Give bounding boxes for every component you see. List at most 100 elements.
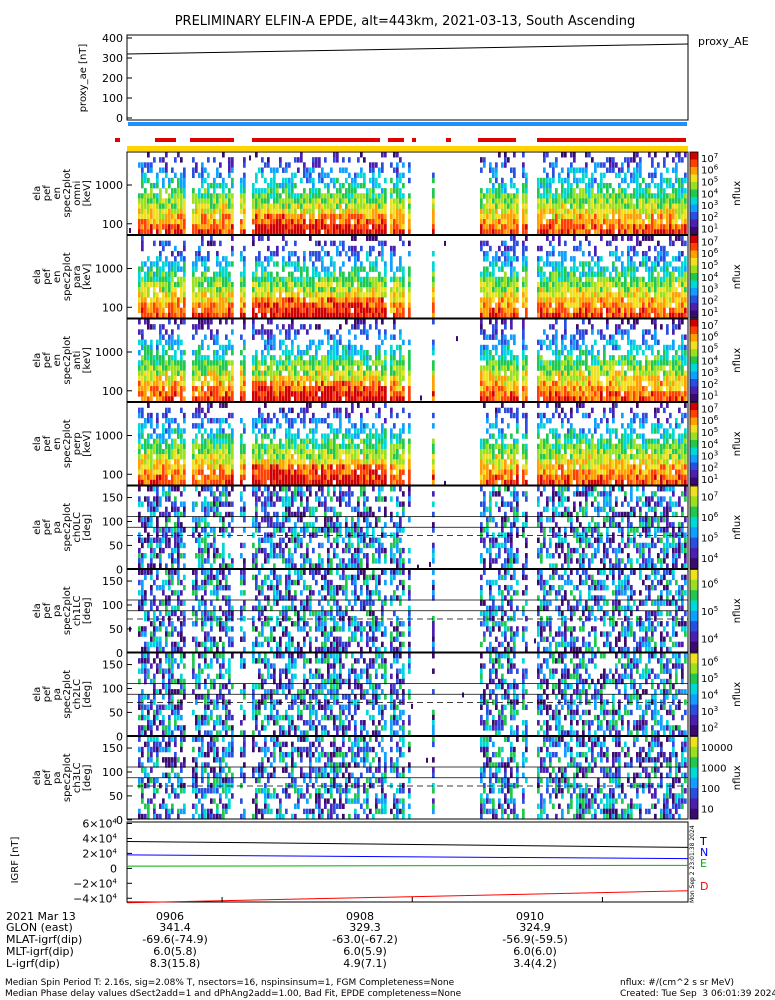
igrf-ytick: −2×104: [73, 877, 117, 890]
spectrogram-panel: 150 100 50 0 ela pef pa spec2plot ch0LC [deg] 107 1…: [32, 485, 743, 576]
igrf-legend-item: T: [699, 835, 707, 848]
panel-ylabel-word: pef: [42, 519, 53, 536]
panel-ylabel-word: [deg]: [82, 764, 93, 791]
igrf-ytick: 2×104: [82, 847, 117, 860]
panel-ytick: 100: [102, 468, 123, 481]
cbar-tick: 104: [701, 632, 719, 645]
panel-ylabel-word: [deg]: [82, 597, 93, 624]
footer-line-1: Median Spin Period T: 2.16s, sig=2.08% T…: [5, 978, 455, 988]
igrf-series-line: [126, 854, 689, 860]
igrf-ytick: 6×104: [82, 817, 117, 830]
panel-ylabel-word: ela: [32, 436, 43, 451]
proxy-ae-panel: 400 300 200 100 0 proxy_AE proxy_ae [nT]: [78, 32, 749, 125]
x-row-value: 329.3: [349, 921, 381, 934]
cbar-tick: 10: [701, 805, 714, 816]
proxy-ae-ytick: 300: [102, 52, 123, 65]
cbar-tick: 106: [701, 655, 719, 668]
panel-ylabel-word: ch1LC: [72, 595, 83, 626]
cbar-tick: 103: [701, 705, 718, 718]
panel-ylabel-word: spec2plot: [62, 670, 73, 719]
panel-ylabel-word: pef: [42, 686, 53, 703]
cbar-label: nflux: [732, 348, 743, 373]
x-row-value: 6.0(5.9): [343, 945, 387, 958]
cbar-tick: 106: [701, 577, 719, 590]
cbar-tick: 106: [701, 511, 719, 524]
x-row-value: 0910: [516, 910, 544, 923]
igrf-side-stamp: Mon Sep 2 23:01:38 2024: [689, 825, 696, 903]
panel-ylabel-word: [deg]: [82, 514, 93, 541]
panel-ylabel-word: en: [52, 271, 63, 284]
panel-ytick: 0: [116, 730, 123, 743]
panel-ylabel-word: pef: [42, 352, 53, 369]
cbar-tick: 101: [701, 223, 718, 236]
igrf-legend-item: E: [700, 857, 707, 870]
cbar-label: nflux: [732, 515, 743, 540]
panel-ylabel-word: ela: [32, 603, 43, 618]
panel-ytick: 1000: [95, 179, 123, 192]
panel-ytick: 150: [102, 659, 123, 672]
cbar-tick: 105: [701, 605, 718, 618]
panel-ylabel-word: spec2plot: [62, 586, 73, 635]
panel-ylabel-word: ela: [32, 353, 43, 368]
panel-ylabel-word: [keV]: [82, 431, 93, 457]
panel-ylabel-word: en: [52, 354, 63, 367]
panel-ylabel-word: spec2plot: [62, 753, 73, 802]
panel-ytick: 150: [102, 575, 123, 588]
cbar-label: nflux: [732, 264, 743, 289]
panel-ylabel-word: ch3LC: [72, 762, 83, 793]
panel-ytick: 50: [109, 623, 123, 636]
igrf-legend-item: D: [700, 880, 708, 893]
footer-units: nflux: #/(cm^2 s sr MeV): [620, 978, 734, 988]
spectrogram-panel: 150 100 50 0 ela pef pa spec2plot ch3LC [deg] 1000…: [32, 736, 743, 827]
proxy-ae-ytick: 0: [116, 112, 123, 125]
proxy-ae-ytick: 200: [102, 72, 123, 85]
panel-ytick: 150: [102, 492, 123, 505]
panel-ytick: 100: [102, 385, 123, 398]
x-row-value: 0908: [346, 910, 374, 923]
panel-ylabel-word: omni: [72, 181, 83, 206]
panel-ylabel-word: ela: [32, 186, 43, 201]
panel-ytick: 100: [102, 515, 123, 528]
cbar-tick: 101: [701, 306, 718, 319]
x-row-value: 8.3(15.8): [150, 957, 201, 970]
panel-ytick: 100: [102, 599, 123, 612]
igrf-panel: 6×104 4×104 2×104 0 −2×104 −4×104 IGRF [nT] T…: [10, 817, 708, 905]
x-row-value: 4.9(7.1): [343, 957, 387, 970]
panel-ytick: 100: [102, 218, 123, 231]
panel-ylabel-word: en: [52, 438, 63, 451]
cbar-label: nflux: [732, 765, 743, 790]
cbar-tick: 104: [701, 552, 719, 565]
panel-ylabel-word: [keV]: [82, 347, 93, 373]
panel-ylabel-word: ela: [32, 770, 43, 785]
panel-ytick: 100: [102, 301, 123, 314]
cbar-tick: 1000: [701, 763, 726, 774]
cbar-tick: 101: [701, 473, 718, 486]
panel-ylabel-word: ela: [32, 520, 43, 535]
x-row-label: GLON (east): [6, 921, 73, 934]
igrf-lines: [126, 840, 689, 904]
panel-ytick: 100: [102, 682, 123, 695]
panel-ylabel-word: perp: [72, 432, 83, 455]
panel-ylabel-word: ch0LC: [72, 512, 83, 543]
panel-ytick: 150: [102, 742, 123, 755]
panel-ylabel-word: [keV]: [82, 264, 93, 290]
x-row-value: 3.4(4.2): [513, 957, 557, 970]
proxy-ae-ytick: 400: [102, 32, 123, 45]
igrf-ytick: 0: [110, 862, 117, 875]
cbar-label: nflux: [732, 181, 743, 206]
proxy-ae-line: [126, 43, 689, 55]
cbar-label: nflux: [732, 598, 743, 623]
x-row-value: 324.9: [519, 921, 551, 934]
panel-ylabel-word: para: [72, 265, 83, 288]
panel-ylabel-word: ela: [32, 269, 43, 284]
spectrogram-panel: 150 100 50 0 ela pef pa spec2plot ch2LC [deg] 106 1…: [32, 652, 743, 743]
panel-ylabel-word: spec2plot: [62, 419, 73, 468]
panel-ytick: 100: [102, 766, 123, 779]
panel-ylabel-word: spec2plot: [62, 503, 73, 552]
